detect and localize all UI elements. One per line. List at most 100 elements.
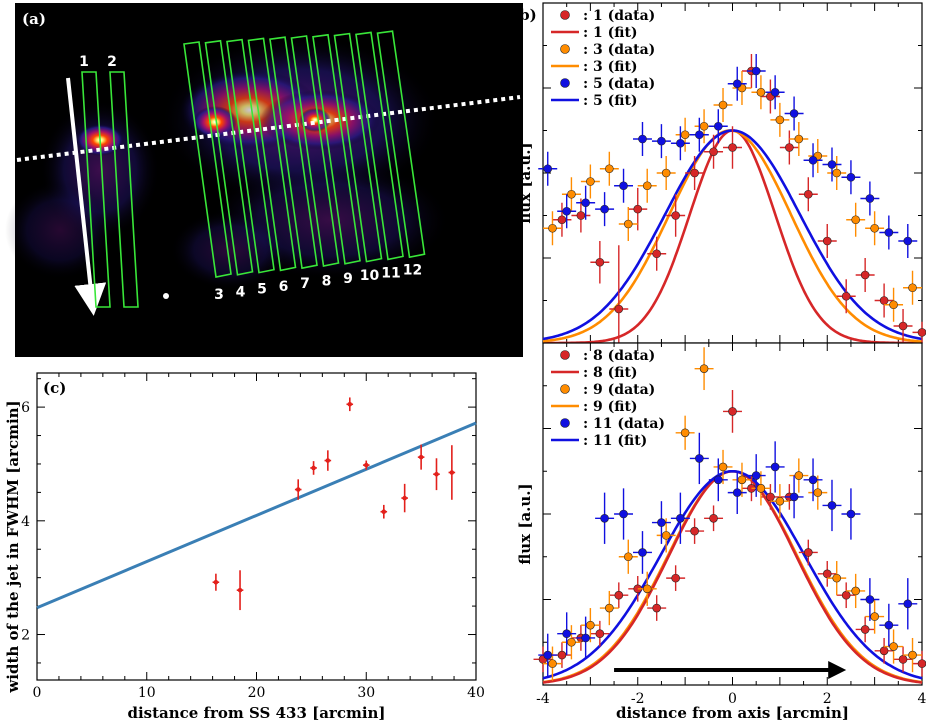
data-point <box>841 488 861 540</box>
region-label-9: 9 <box>343 271 353 287</box>
legend-label: : 1 (fit) <box>583 25 638 41</box>
data-point <box>614 304 624 314</box>
data-point <box>656 518 676 553</box>
panel-b-label: (b) <box>512 6 537 24</box>
region-box-9 <box>312 33 361 265</box>
data-point <box>562 629 571 639</box>
data-point-6 <box>362 460 370 470</box>
data-point <box>595 257 605 267</box>
x-tick-label: 0 <box>33 685 42 701</box>
data-point <box>600 204 609 214</box>
flux-profile-bottom-chart: -4 -2 0 2 4 distance from axis [arcmin] flux [… <box>516 342 926 722</box>
data-point <box>893 309 913 343</box>
data-point <box>766 492 775 502</box>
x-tick-label: 40 <box>467 685 485 701</box>
data-point <box>822 479 842 532</box>
data-point <box>884 287 904 322</box>
data-point <box>832 573 842 583</box>
data-point <box>637 168 657 203</box>
data-point <box>580 164 600 199</box>
data-point-9 <box>417 444 425 470</box>
data-point <box>728 143 737 152</box>
data-point <box>713 475 723 485</box>
data-point <box>903 270 922 305</box>
data-point <box>571 198 591 233</box>
data-point <box>548 223 557 233</box>
data-point <box>751 66 761 76</box>
data-point <box>903 599 913 609</box>
data-point <box>637 571 657 606</box>
data-point <box>595 192 615 227</box>
data-point <box>865 595 875 604</box>
data-point <box>561 625 581 660</box>
direction-arrow-head <box>828 661 847 680</box>
data-point <box>699 364 709 373</box>
x-tick-label: 20 <box>248 685 266 701</box>
legend-marker <box>560 350 570 360</box>
region-box-3 <box>183 41 232 278</box>
data-point <box>765 75 785 110</box>
data-point <box>670 126 690 161</box>
data-point <box>851 215 860 225</box>
data-point <box>676 513 685 523</box>
data-point <box>803 143 823 178</box>
data-point <box>656 156 676 190</box>
data-point <box>770 484 790 519</box>
data-point <box>803 548 813 557</box>
region-label-11: 11 <box>381 265 400 281</box>
data-point <box>595 629 605 639</box>
region-label-8: 8 <box>322 274 332 290</box>
data-point <box>657 136 666 146</box>
data-point <box>671 211 680 220</box>
data-point <box>586 177 595 186</box>
data-point <box>760 484 780 510</box>
data-point <box>651 501 671 544</box>
data-point <box>851 586 860 596</box>
data-point <box>827 561 847 596</box>
data-point <box>879 646 889 656</box>
legend-marker <box>560 44 570 54</box>
x-tick-label: 0 <box>728 691 737 707</box>
data-point <box>898 224 918 258</box>
series-2 <box>538 54 918 258</box>
x-tick-label: 4 <box>918 691 926 707</box>
data-point <box>898 321 908 331</box>
data-point <box>728 407 737 416</box>
data-point <box>723 126 742 169</box>
legend-label: : 8 (fit) <box>583 365 638 381</box>
data-point <box>676 138 685 148</box>
region-box-7 <box>269 36 318 270</box>
data-point <box>708 458 728 502</box>
region-box-4 <box>204 39 254 276</box>
data-point <box>756 87 766 97</box>
data-point <box>841 160 861 195</box>
data-point <box>784 96 804 131</box>
data-point <box>600 513 609 523</box>
y-axis-title: flux [a.u.] <box>516 142 534 223</box>
data-point <box>671 573 680 583</box>
data-point <box>751 471 771 506</box>
data-point <box>874 637 894 664</box>
data-point <box>595 492 615 544</box>
data-point <box>661 531 671 540</box>
x-tick-label: 2 <box>823 691 832 707</box>
y-tick-label: 2 <box>21 628 30 644</box>
data-point <box>675 415 695 450</box>
data-point <box>699 121 709 131</box>
data-point <box>732 79 742 89</box>
data-point <box>836 279 856 314</box>
legend-label: : 11 (fit) <box>583 433 647 449</box>
data-point <box>605 603 614 613</box>
legend-marker <box>560 418 570 428</box>
data-point <box>694 347 714 391</box>
data-point <box>775 496 785 506</box>
y-axis-title: width of the jet in FWHM [arcmin] <box>4 400 22 693</box>
data-point <box>713 449 733 485</box>
data-point <box>889 300 898 310</box>
data-point <box>798 177 818 212</box>
marker <box>418 454 424 460</box>
data-point <box>618 539 638 574</box>
data-point <box>633 531 652 574</box>
width-vs-distance-chart: 0 10 20 30 40 2 4 6 distance from SS 433 [arcmin… <box>4 372 485 722</box>
data-point <box>870 223 879 233</box>
